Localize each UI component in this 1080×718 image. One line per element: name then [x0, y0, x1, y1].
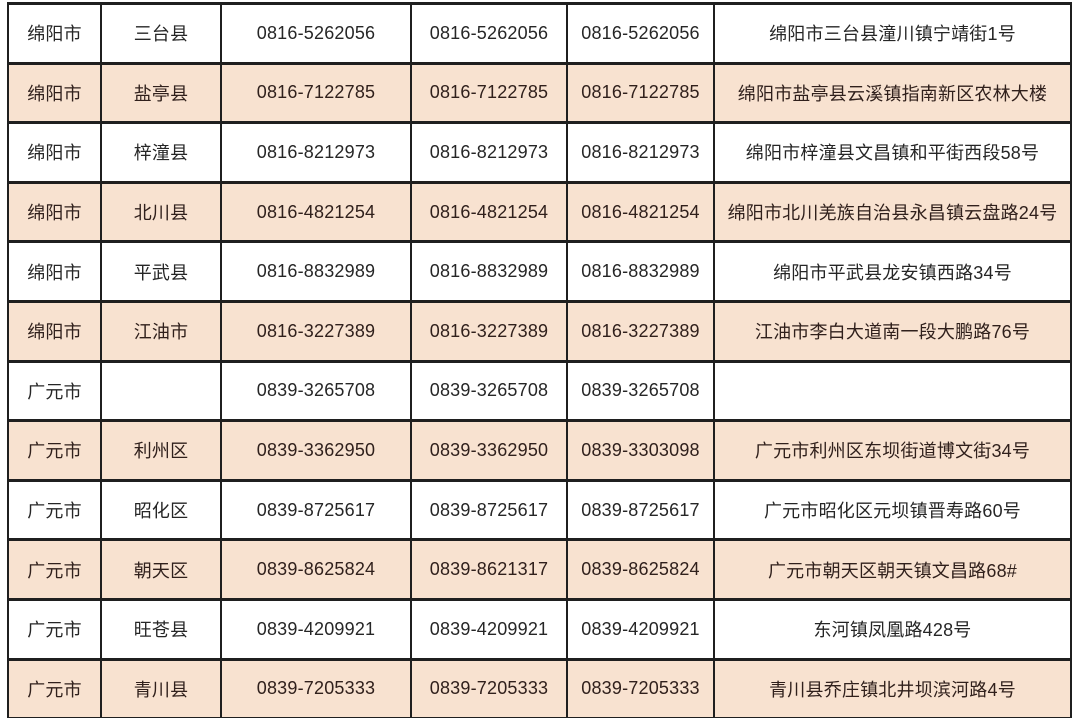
- table-row: 绵阳市 北川县 0816-4821254 0816-4821254 0816-48212…: [7, 180, 1072, 244]
- cell-phone2: 0816-8832989: [410, 240, 568, 303]
- cell-address: 绵阳市平武县龙安镇西路34号: [713, 240, 1072, 303]
- cell-phone1: 0816-4821254: [220, 180, 412, 244]
- table-row: 广元市 朝天区 0839-8625824 0839-8621317 0839-86258…: [7, 538, 1072, 601]
- cell-address: 江油市李白大道南一段大鹏路76号: [713, 299, 1072, 363]
- cell-address: 绵阳市盐亭县云溪镇指南新区农林大楼: [713, 61, 1072, 125]
- cell-county: [100, 359, 222, 423]
- cell-city: 绵阳市: [7, 299, 102, 363]
- cell-phone1: 0816-8212973: [220, 121, 412, 184]
- cell-city: 广元市: [7, 478, 102, 542]
- table-row: 绵阳市 盐亭县 0816-7122785 0816-7122785 0816-71227…: [7, 61, 1072, 125]
- cell-address: 绵阳市北川羌族自治县永昌镇云盘路24号: [713, 180, 1072, 244]
- cell-city: 广元市: [7, 419, 102, 482]
- cell-address: 绵阳市三台县潼川镇宁靖街1号: [713, 2, 1072, 65]
- cell-phone1: 0816-3227389: [220, 299, 412, 363]
- table-row: 广元市 昭化区 0839-8725617 0839-8725617 0839-87256…: [7, 478, 1072, 542]
- cell-address: [713, 359, 1072, 423]
- cell-city: 绵阳市: [7, 2, 102, 65]
- cell-city: 绵阳市: [7, 61, 102, 125]
- cell-phone2: 0816-3227389: [410, 299, 568, 363]
- cell-phone2: 0816-8212973: [410, 121, 568, 184]
- cell-county: 三台县: [100, 2, 222, 65]
- cell-county: 盐亭县: [100, 61, 222, 125]
- cell-phone1: 0816-5262056: [220, 2, 412, 65]
- table-row: 绵阳市 梓潼县 0816-8212973 0816-8212973 0816-82129…: [7, 121, 1072, 184]
- table-row: 广元市 利州区 0839-3362950 0839-3362950 0839-33030…: [7, 419, 1072, 482]
- cell-phone2: 0816-7122785: [410, 61, 568, 125]
- cell-city: 绵阳市: [7, 240, 102, 303]
- cell-phone3: 0839-8625824: [566, 538, 715, 601]
- cell-phone1: 0839-8725617: [220, 478, 412, 542]
- cell-address: 广元市利州区东坝街道博文街34号: [713, 419, 1072, 482]
- cell-phone2: 0839-8621317: [410, 538, 568, 601]
- cell-phone1: 0839-4209921: [220, 597, 412, 661]
- table-row: 绵阳市 平武县 0816-8832989 0816-8832989 0816-88329…: [7, 240, 1072, 303]
- cell-phone2: 0839-7205333: [410, 657, 568, 718]
- cell-county: 旺苍县: [100, 597, 222, 661]
- cell-phone1: 0839-3265708: [220, 359, 412, 423]
- cell-county: 朝天区: [100, 538, 222, 601]
- cell-county: 北川县: [100, 180, 222, 244]
- cell-county: 青川县: [100, 657, 222, 718]
- contact-table: 绵阳市 三台县 0816-5262056 0816-5262056 0816-52620…: [7, 2, 1072, 718]
- cell-county: 梓潼县: [100, 121, 222, 184]
- cell-phone3: 0816-4821254: [566, 180, 715, 244]
- cell-phone1: 0839-7205333: [220, 657, 412, 718]
- table-row: 广元市 旺苍县 0839-4209921 0839-4209921 0839-42099…: [7, 597, 1072, 661]
- cell-county: 平武县: [100, 240, 222, 303]
- cell-city: 广元市: [7, 538, 102, 601]
- cell-phone3: 0816-8832989: [566, 240, 715, 303]
- cell-phone2: 0839-4209921: [410, 597, 568, 661]
- cell-city: 绵阳市: [7, 180, 102, 244]
- cell-phone3: 0816-8212973: [566, 121, 715, 184]
- table-row: 广元市 0839-3265708 0839-3265708 0839-3265708: [7, 359, 1072, 423]
- cell-phone1: 0816-7122785: [220, 61, 412, 125]
- cell-county: 利州区: [100, 419, 222, 482]
- cell-city: 绵阳市: [7, 121, 102, 184]
- cell-address: 东河镇凤凰路428号: [713, 597, 1072, 661]
- cell-address: 绵阳市梓潼县文昌镇和平街西段58号: [713, 121, 1072, 184]
- table-row: 广元市 青川县 0839-7205333 0839-7205333 0839-72053…: [7, 657, 1072, 718]
- table-row: 绵阳市 江油市 0816-3227389 0816-3227389 0816-32273…: [7, 299, 1072, 363]
- cell-phone1: 0839-8625824: [220, 538, 412, 601]
- cell-phone2: 0839-3265708: [410, 359, 568, 423]
- cell-phone3: 0839-7205333: [566, 657, 715, 718]
- cell-address: 广元市昭化区元坝镇晋寿路60号: [713, 478, 1072, 542]
- cell-phone3: 0839-3265708: [566, 359, 715, 423]
- cell-phone1: 0839-3362950: [220, 419, 412, 482]
- table-row: 绵阳市 三台县 0816-5262056 0816-5262056 0816-52620…: [7, 2, 1072, 65]
- cell-phone2: 0839-8725617: [410, 478, 568, 542]
- cell-city: 广元市: [7, 657, 102, 718]
- cell-phone3: 0816-7122785: [566, 61, 715, 125]
- cell-county: 昭化区: [100, 478, 222, 542]
- cell-phone3: 0839-8725617: [566, 478, 715, 542]
- cell-phone2: 0816-4821254: [410, 180, 568, 244]
- cell-phone3: 0839-3303098: [566, 419, 715, 482]
- table-body: 绵阳市 三台县 0816-5262056 0816-5262056 0816-52620…: [7, 2, 1072, 718]
- cell-phone1: 0816-8832989: [220, 240, 412, 303]
- cell-address: 青川县乔庄镇北井坝滨河路4号: [713, 657, 1072, 718]
- cell-phone3: 0816-5262056: [566, 2, 715, 65]
- cell-county: 江油市: [100, 299, 222, 363]
- cell-city: 广元市: [7, 597, 102, 661]
- cell-phone2: 0839-3362950: [410, 419, 568, 482]
- cell-phone3: 0816-3227389: [566, 299, 715, 363]
- cell-address: 广元市朝天区朝天镇文昌路68#: [713, 538, 1072, 601]
- cell-phone3: 0839-4209921: [566, 597, 715, 661]
- cell-phone2: 0816-5262056: [410, 2, 568, 65]
- cell-city: 广元市: [7, 359, 102, 423]
